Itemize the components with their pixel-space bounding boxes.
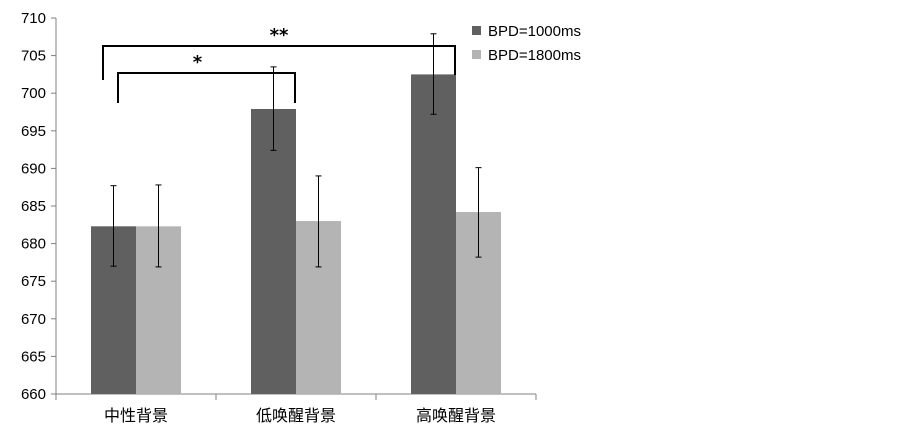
y-tick-label: 660 bbox=[21, 386, 46, 403]
legend-swatch bbox=[472, 26, 481, 35]
bar bbox=[411, 74, 456, 395]
y-tick-label: 705 bbox=[21, 48, 46, 65]
significance-bracket bbox=[102, 45, 456, 80]
legend: BPD=1000ms BPD=1800ms bbox=[472, 23, 581, 64]
x-category-label: 中性背景 bbox=[104, 406, 168, 425]
significance-bracket bbox=[117, 72, 296, 103]
y-tick-label: 680 bbox=[21, 236, 46, 253]
y-tick-label: 695 bbox=[21, 123, 46, 140]
significance-brackets: *** bbox=[102, 25, 456, 103]
significance-label: ** bbox=[270, 25, 289, 46]
y-tick-label: 710 bbox=[21, 10, 46, 27]
y-tick-label: 675 bbox=[21, 273, 46, 290]
legend-label: BPD=1000ms bbox=[488, 23, 581, 40]
y-tick-label: 665 bbox=[21, 348, 46, 365]
y-tick-label: 700 bbox=[21, 85, 46, 102]
x-ticks: 中性背景 低唤醒背景 高唤醒背景 bbox=[55, 394, 537, 425]
bars bbox=[91, 74, 501, 395]
bar bbox=[251, 108, 296, 394]
y-ticks: 660 665 670 675 680 685 690 695 700 705 710 bbox=[21, 10, 56, 403]
y-tick-label: 685 bbox=[21, 198, 46, 215]
legend-swatch bbox=[472, 50, 481, 59]
significance-label: * bbox=[193, 52, 203, 73]
y-tick-label: 670 bbox=[21, 311, 46, 328]
x-category-label: 高唤醒背景 bbox=[416, 406, 496, 425]
x-category-label: 低唤醒背景 bbox=[256, 406, 336, 425]
legend-label: BPD=1800ms bbox=[488, 47, 581, 64]
y-tick-label: 690 bbox=[21, 160, 46, 177]
error-bars bbox=[110, 33, 482, 268]
